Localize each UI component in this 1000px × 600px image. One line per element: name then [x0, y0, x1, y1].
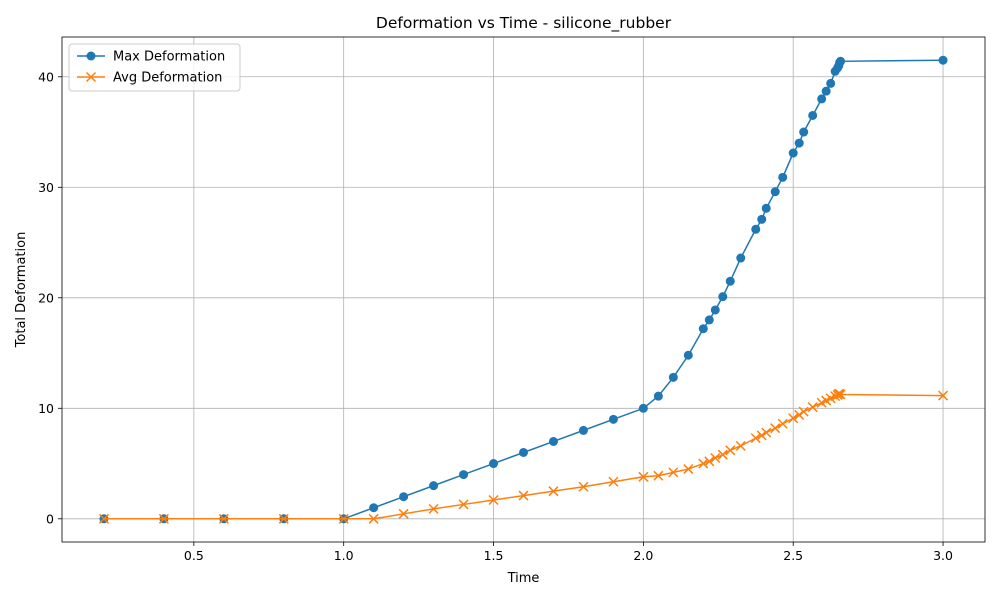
max-deformation-point: [399, 492, 409, 502]
max-deformation-point: [736, 253, 746, 263]
legend-marker-max: [86, 51, 96, 61]
avg-deformation-point: [98, 513, 109, 524]
avg-deformation-point: [578, 481, 589, 492]
max-deformation-point: [794, 138, 804, 148]
max-deformation-point: [710, 305, 720, 315]
avg-deformation-point: [750, 433, 761, 444]
avg-deformation-point: [158, 513, 169, 524]
avg-deformation-point: [218, 513, 229, 524]
avg-deformation-point: [518, 490, 529, 501]
y-tick-label: 20: [38, 290, 54, 305]
legend-label-max: Max Deformation: [113, 50, 225, 65]
max-deformation-point: [821, 86, 831, 96]
avg-deformation-point: [368, 513, 379, 524]
max-deformation-point: [718, 292, 728, 302]
avg-deformation-point: [398, 508, 409, 519]
max-deformation-point: [770, 187, 780, 197]
max-deformation-point: [608, 414, 618, 424]
max-deformation-point: [704, 315, 714, 325]
y-tick-label: 0: [46, 511, 54, 526]
avg-deformation-point: [761, 427, 772, 438]
x-tick-label: 2.0: [633, 548, 653, 563]
avg-deformation-point: [698, 458, 709, 469]
x-tick-label: 2.5: [783, 548, 803, 563]
max-deformation-point: [698, 324, 708, 334]
max-deformation-point: [519, 447, 528, 457]
avg-deformation-point: [735, 440, 746, 451]
x-tick-label: 1.5: [484, 548, 504, 563]
y-tick-label: 40: [38, 69, 54, 84]
y-tick-label: 30: [38, 180, 54, 195]
plot-frame: [61, 36, 986, 543]
max-deformation-point: [938, 55, 948, 65]
max-deformation-point: [489, 459, 499, 469]
max-deformation-point: [369, 503, 379, 513]
x-axis-title: Time: [507, 571, 540, 586]
avg-deformation-point: [835, 389, 846, 400]
avg-deformation-point: [608, 476, 619, 487]
legend: Max Deformation Avg Deformation: [68, 43, 241, 92]
legend-marker-avg: [85, 71, 97, 83]
max-deformation-point: [788, 148, 798, 158]
max-deformation-point: [751, 224, 761, 234]
avg-deformation-point: [488, 494, 499, 506]
avg-deformation-point: [717, 449, 728, 460]
chart-title: Deformation vs Time - silicone_rubber: [376, 14, 672, 33]
max-deformation-point: [778, 172, 788, 182]
max-deformation-point: [653, 391, 663, 401]
avg-deformation-point: [428, 503, 439, 514]
avg-deformation-point: [338, 513, 349, 524]
max-deformation-point: [638, 403, 648, 413]
max-deformation-point: [836, 56, 846, 66]
avg-deformation-point: [938, 390, 949, 401]
max-deformation-point: [761, 203, 771, 213]
max-deformation-point: [725, 276, 735, 286]
max-deformation-point: [826, 78, 836, 88]
grid-lines: [62, 37, 985, 542]
avg-deformation-point: [770, 423, 781, 434]
max-deformation-point: [799, 127, 809, 137]
avg-deformation-point: [756, 430, 767, 441]
avg-deformation-point: [683, 464, 694, 475]
max-deformation-point: [817, 94, 827, 104]
legend-label-avg: Avg Deformation: [113, 71, 222, 86]
avg-deformation-point: [788, 413, 799, 424]
x-tick-label: 3.0: [933, 548, 953, 563]
max-deformation-point: [757, 214, 767, 224]
max-deformation-point: [459, 470, 469, 480]
axis-ticks: 0.5 1.0 1.5 2.0 2.5 3.0 0 10 20 30 40: [38, 69, 953, 563]
avg-deformation-point: [725, 445, 736, 456]
avg-deformation-point: [777, 418, 788, 429]
y-axis-title: Total Deformation: [14, 232, 29, 349]
avg-deformation-point: [807, 402, 818, 413]
max-deformation-point: [683, 350, 693, 360]
avg-deformation-point: [458, 499, 469, 510]
avg-deformation-point: [710, 452, 721, 464]
max-deformation-point: [808, 110, 818, 120]
avg-deformation-point: [704, 456, 715, 467]
x-tick-label: 0.5: [184, 548, 204, 563]
y-tick-label: 10: [38, 401, 54, 416]
max-deformation-point: [578, 425, 588, 435]
max-deformation-point: [429, 481, 439, 491]
avg-deformation-point: [653, 470, 664, 481]
avg-deformation-point: [548, 486, 559, 497]
avg-deformation-point: [278, 513, 289, 524]
max-deformation-point: [668, 372, 678, 382]
legend-box: [68, 43, 241, 92]
max-deformation-point: [548, 436, 558, 446]
avg-deformation-point: [798, 406, 809, 417]
avg-deformation-point: [668, 467, 679, 478]
x-tick-label: 1.0: [334, 548, 354, 563]
avg-deformation-point: [638, 471, 649, 482]
series-layer: [98, 55, 949, 524]
avg-deformation-point: [794, 409, 805, 420]
